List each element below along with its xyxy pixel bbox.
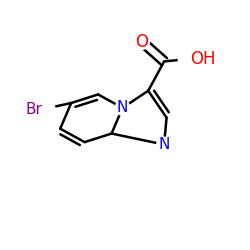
Circle shape [32,98,55,121]
Circle shape [135,34,150,49]
Text: Br: Br [25,102,42,116]
Text: N: N [158,137,170,152]
Circle shape [178,49,199,69]
Circle shape [157,137,172,152]
Text: OH: OH [190,50,215,68]
Circle shape [115,100,130,115]
Text: N: N [117,100,128,116]
Text: O: O [136,33,148,51]
